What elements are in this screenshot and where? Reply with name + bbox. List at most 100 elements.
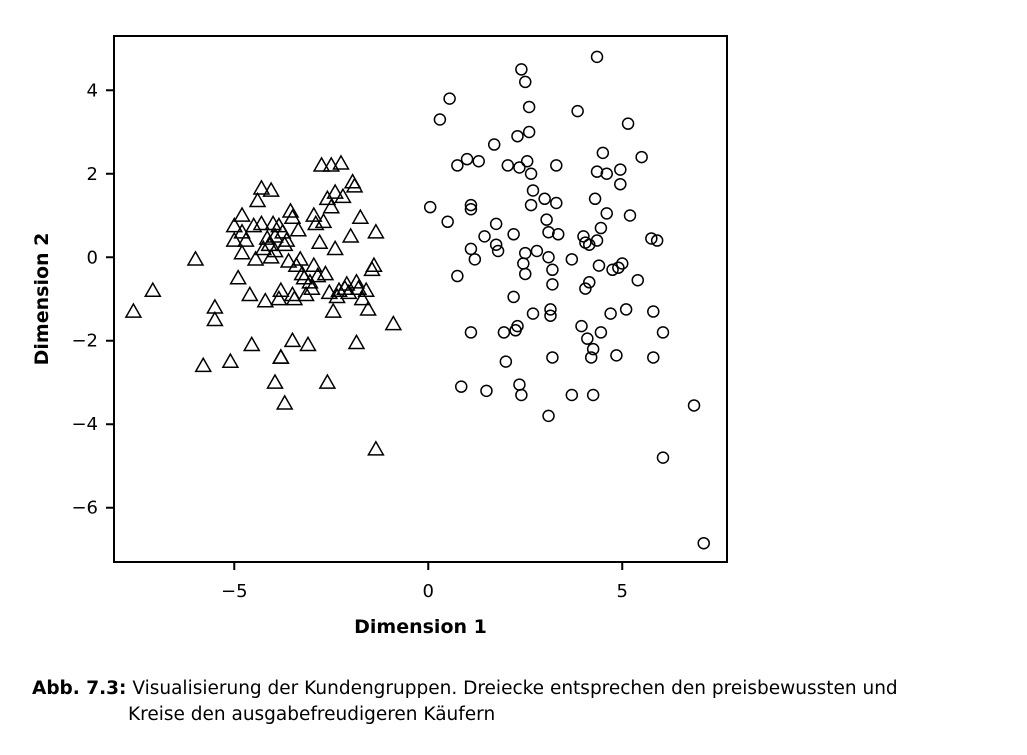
triangle-point bbox=[322, 156, 341, 172]
triangle-point bbox=[260, 235, 278, 252]
triangle-point bbox=[283, 208, 302, 224]
circle-point bbox=[656, 451, 670, 464]
y-tick-label: −2 bbox=[71, 331, 98, 352]
circle-point bbox=[623, 209, 637, 222]
circle-point bbox=[647, 305, 660, 318]
triangle-point bbox=[225, 231, 244, 247]
x-tick-label: 0 bbox=[423, 581, 434, 602]
triangle-point bbox=[206, 310, 224, 327]
circle-point bbox=[522, 125, 536, 139]
circle-point bbox=[530, 244, 544, 258]
circle-point bbox=[600, 167, 613, 181]
circle-point bbox=[621, 117, 635, 130]
circle-point bbox=[443, 92, 456, 105]
circle-point bbox=[612, 261, 625, 274]
circle-point bbox=[550, 196, 563, 210]
caption-line-1: Visualisierung der Kundengruppen. Dreiec… bbox=[132, 678, 898, 699]
triangle-point bbox=[318, 373, 337, 389]
circle-point bbox=[619, 303, 633, 316]
circle-point bbox=[546, 278, 559, 291]
circle-point bbox=[594, 326, 608, 339]
circle-point bbox=[480, 384, 493, 398]
triangle-point bbox=[341, 227, 360, 243]
triangle-point bbox=[345, 177, 364, 193]
circle-point bbox=[464, 202, 478, 216]
circle-point bbox=[487, 138, 501, 151]
circle-point bbox=[499, 355, 513, 368]
data-points bbox=[124, 50, 710, 550]
x-axis-ticks: −5 0 5 bbox=[221, 562, 628, 602]
circle-point bbox=[614, 177, 627, 191]
triangle-point bbox=[351, 208, 370, 224]
triangle-point bbox=[144, 281, 162, 298]
circle-point bbox=[441, 215, 454, 229]
circle-point bbox=[513, 378, 526, 391]
circle-point bbox=[645, 232, 658, 245]
triangle-point bbox=[242, 335, 261, 352]
circle-point bbox=[515, 63, 528, 76]
plot-frame bbox=[113, 35, 728, 563]
circle-point bbox=[524, 167, 538, 181]
triangle-point bbox=[252, 179, 271, 195]
scatter-plot: −5 0 5 4 2 0 −2 −4 −6 Dimension 1 Dimension 2 bbox=[31, 35, 728, 638]
circle-point bbox=[468, 253, 482, 266]
triangle-point bbox=[312, 156, 331, 172]
triangle-point bbox=[246, 250, 265, 266]
triangle-point bbox=[270, 289, 288, 306]
triangle-point bbox=[272, 348, 290, 364]
triangle-point bbox=[281, 202, 300, 218]
figure-caption: Abb. 7.3: Visualisierung der Kundengrupp… bbox=[32, 676, 1022, 728]
circle-point bbox=[577, 230, 590, 243]
circle-point bbox=[583, 276, 596, 289]
circle-point bbox=[519, 267, 532, 281]
triangle-point bbox=[229, 269, 247, 285]
circle-point bbox=[594, 221, 608, 235]
triangle-point bbox=[240, 285, 259, 302]
triangle-point bbox=[367, 440, 385, 456]
circle-point bbox=[565, 253, 579, 266]
circle-point bbox=[451, 269, 464, 283]
circle-point bbox=[544, 303, 557, 316]
circle-point bbox=[687, 399, 701, 412]
triangle-point bbox=[186, 250, 205, 266]
circle-point bbox=[571, 104, 584, 118]
triangle-point bbox=[262, 181, 280, 197]
circle-point bbox=[647, 351, 660, 364]
triangle-point bbox=[124, 302, 143, 318]
triangle-point bbox=[365, 256, 383, 272]
triangle-point bbox=[349, 279, 368, 295]
circle-point bbox=[546, 351, 559, 364]
triangle-point bbox=[320, 283, 339, 300]
circle-point bbox=[538, 192, 551, 206]
x-tick-label: 5 bbox=[617, 581, 628, 602]
circle-point bbox=[451, 159, 464, 172]
triangle-point bbox=[289, 221, 308, 237]
circle-point bbox=[635, 150, 648, 164]
triangle-point bbox=[254, 239, 273, 256]
triangle-point bbox=[279, 252, 298, 268]
circle-point bbox=[565, 388, 579, 402]
circle-point bbox=[610, 349, 623, 362]
triangle-point bbox=[275, 235, 294, 252]
circle-point bbox=[423, 200, 437, 214]
circle-point bbox=[524, 198, 538, 212]
triangle-point bbox=[283, 331, 302, 348]
y-axis-label: Dimension 2 bbox=[31, 233, 53, 366]
triangle-point bbox=[316, 264, 335, 281]
triangle-point bbox=[332, 154, 350, 170]
circle-point bbox=[600, 207, 613, 220]
circle-point bbox=[697, 536, 710, 550]
circle-point bbox=[546, 263, 559, 277]
triangle-point bbox=[252, 214, 271, 231]
y-tick-label: −4 bbox=[71, 414, 98, 435]
y-tick-label: 0 bbox=[87, 247, 98, 268]
circle-point bbox=[592, 259, 606, 272]
triangle-point bbox=[221, 352, 240, 368]
triangle-point bbox=[353, 289, 372, 306]
triangle-point bbox=[272, 281, 290, 298]
circle-point bbox=[544, 309, 557, 322]
triangle-point bbox=[306, 214, 325, 231]
triangle-point bbox=[326, 183, 344, 199]
circle-point bbox=[489, 217, 503, 231]
triangle-point bbox=[244, 216, 263, 233]
